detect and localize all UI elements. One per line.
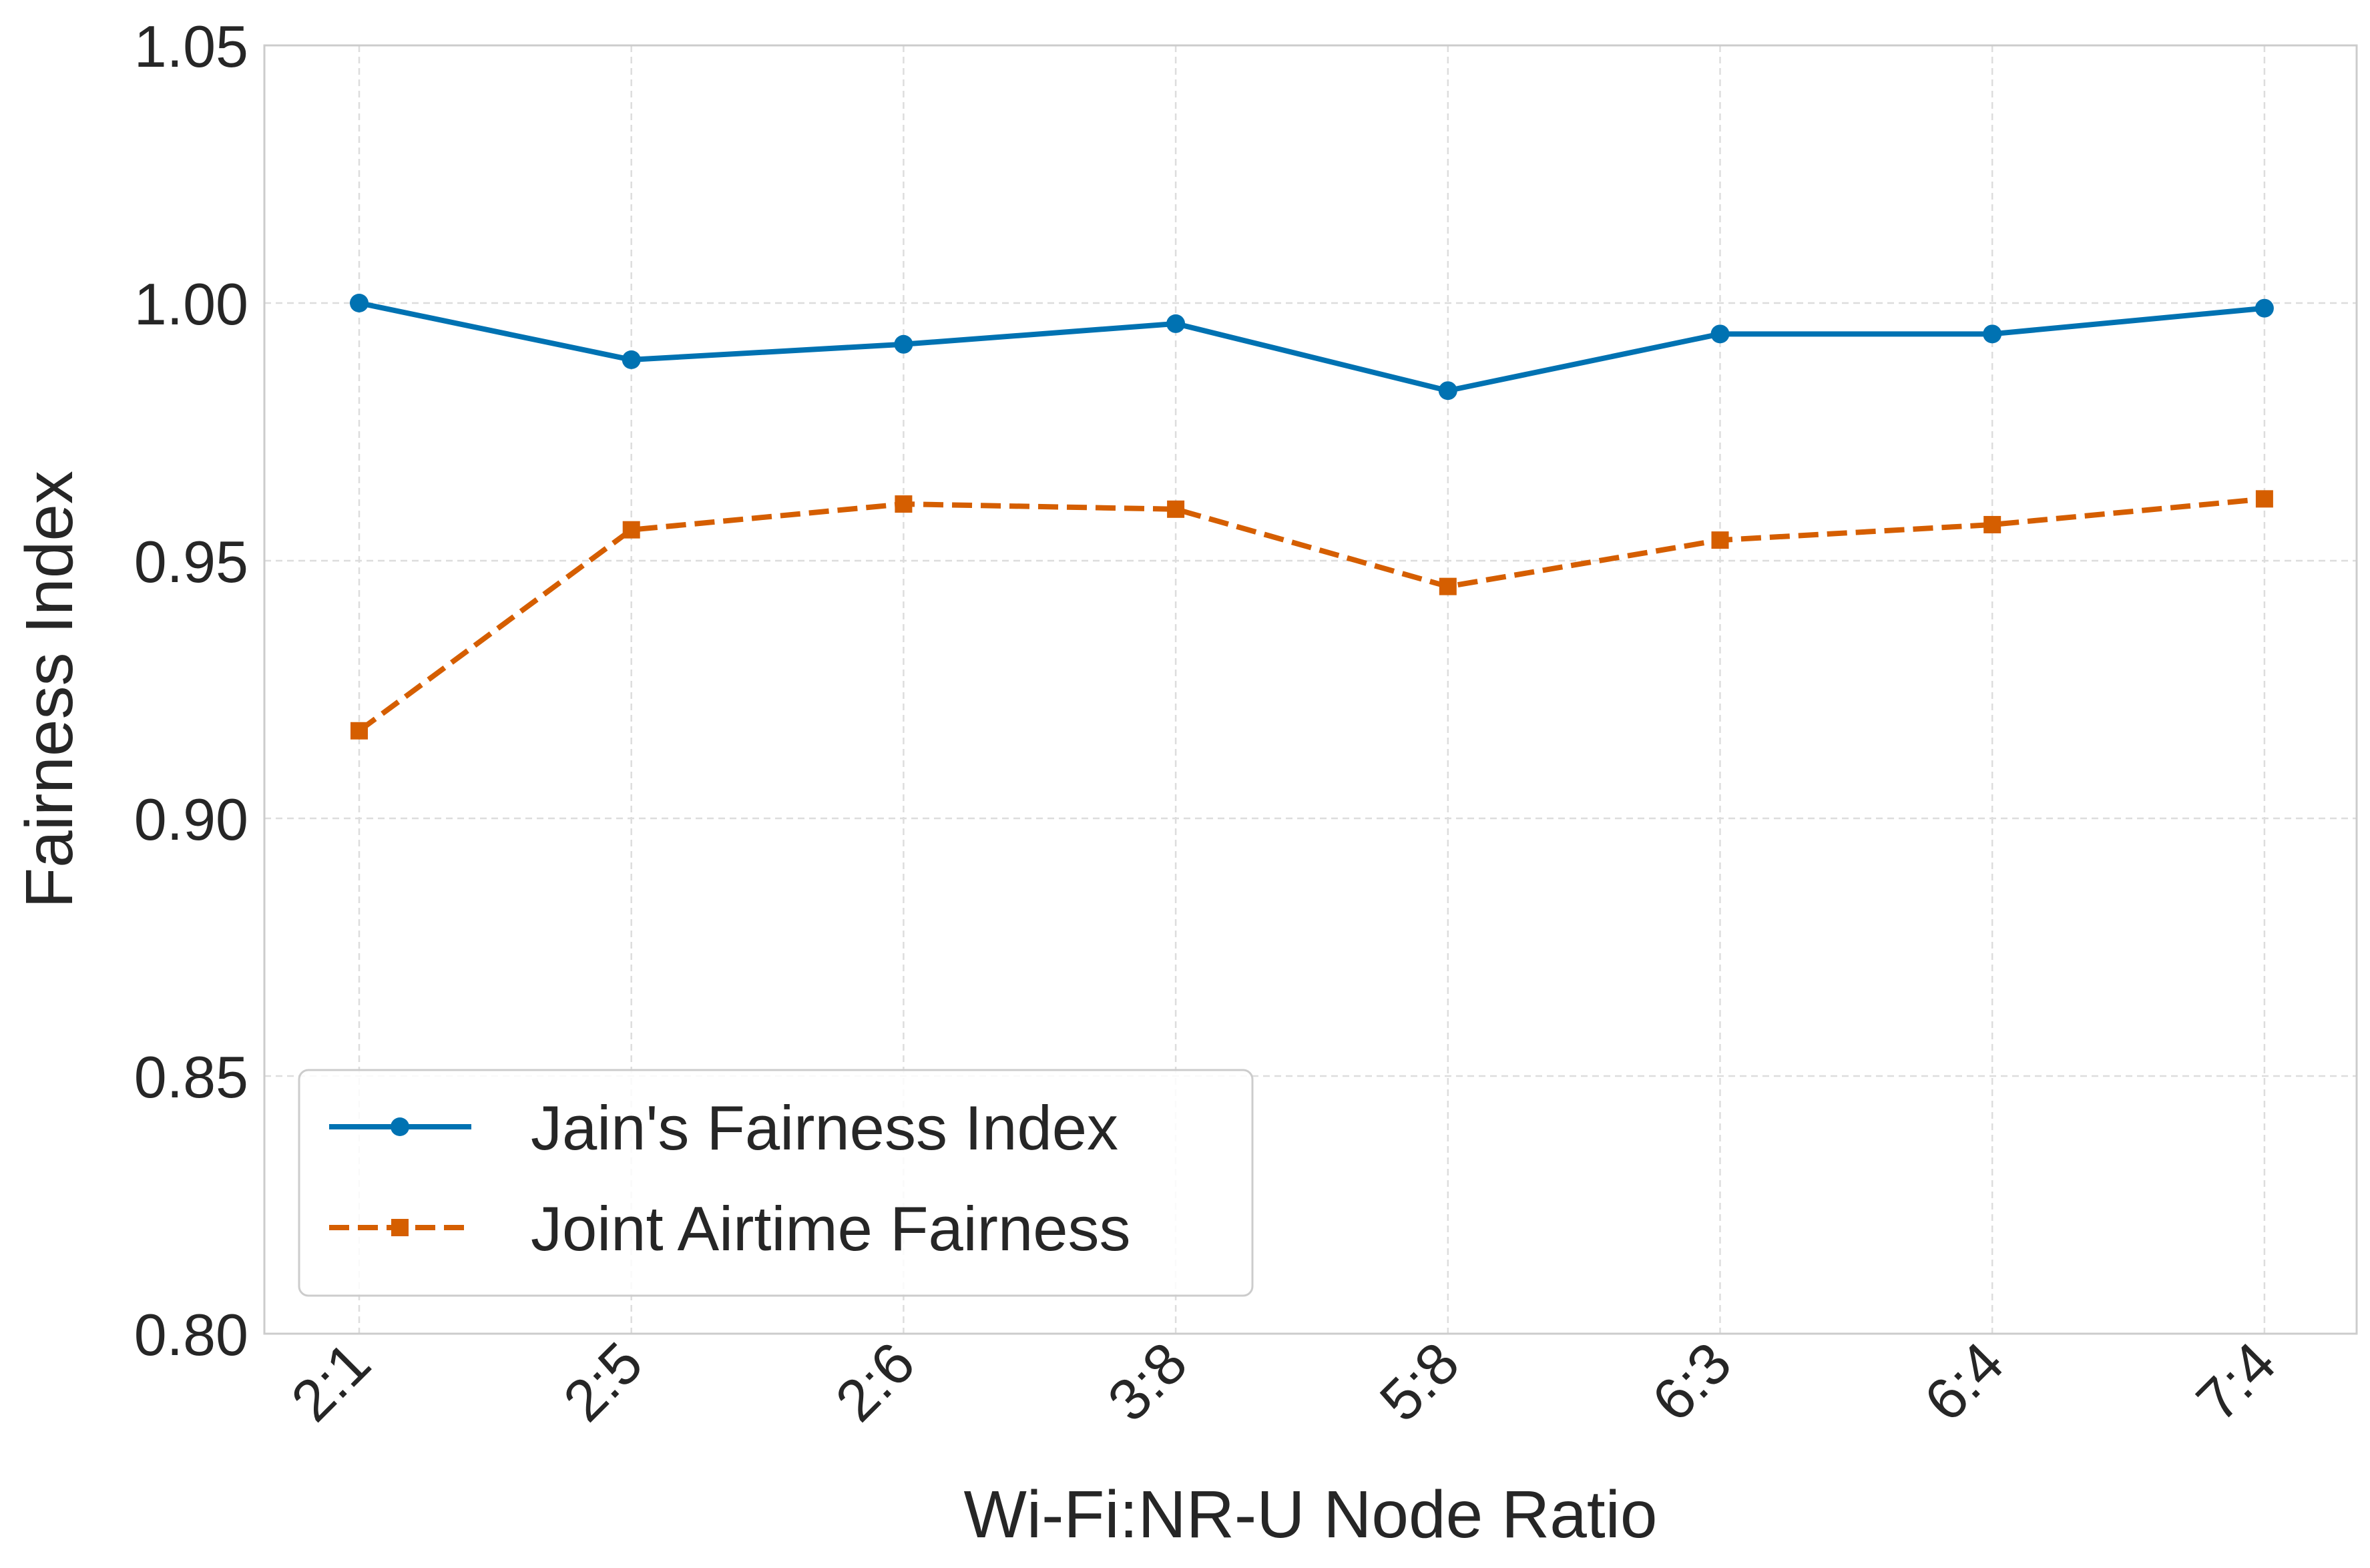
x-tick-label-5-8: 5:8 bbox=[1367, 1329, 1472, 1434]
y-tick-label-0-95: 0.95 bbox=[134, 529, 248, 595]
data-point-jain-s-fairness-index-7-4 bbox=[2255, 298, 2274, 318]
y-tick-label-0-90: 0.90 bbox=[134, 786, 248, 852]
y-tick-label-1-00: 1.00 bbox=[134, 271, 248, 337]
series-layer bbox=[350, 294, 2274, 740]
x-tick-label-3-8: 3:8 bbox=[1095, 1329, 1200, 1434]
data-point-joint-airtime-fairness-2-6 bbox=[895, 495, 913, 513]
data-point-joint-airtime-fairness-2-5 bbox=[622, 521, 640, 539]
data-point-joint-airtime-fairness-3-8 bbox=[1167, 500, 1185, 518]
series-line-joint-airtime-fairness bbox=[357, 496, 2265, 733]
x-tick-label-2-5: 2:5 bbox=[551, 1329, 656, 1434]
data-point-joint-airtime-fairness-5-8 bbox=[1439, 577, 1457, 595]
plot-frame bbox=[263, 44, 2358, 1335]
data-point-jain-s-fairness-index-6-4 bbox=[1983, 324, 2002, 344]
legend-swatch-marker-joint-airtime-fairness bbox=[391, 1219, 409, 1236]
series-joint-airtime-fairness bbox=[350, 490, 2273, 740]
data-point-joint-airtime-fairness-2-1 bbox=[350, 722, 368, 740]
x-axis-label: Wi-Fi:NR-U Node Ratio bbox=[963, 1477, 1657, 1552]
series-line-jain-s-fairness-index bbox=[359, 300, 2265, 394]
data-point-jain-s-fairness-index-2-5 bbox=[622, 350, 641, 369]
data-point-joint-airtime-fairness-6-4 bbox=[1983, 515, 2001, 533]
legend-label-jains-fairness-index: Jain's Fairness Index bbox=[531, 1093, 1118, 1163]
data-point-jain-s-fairness-index-2-1 bbox=[350, 294, 369, 312]
data-point-jain-s-fairness-index-2-6 bbox=[894, 334, 913, 354]
data-point-jain-s-fairness-index-6-3 bbox=[1710, 324, 1730, 344]
data-point-joint-airtime-fairness-6-3 bbox=[1711, 531, 1729, 549]
x-tick-label-6-4: 6:4 bbox=[1911, 1329, 2016, 1434]
y-axis-label: Fairness Index bbox=[12, 471, 87, 908]
y-tick-labels: 0.80 0.85 0.90 0.95 1.00 1.05 bbox=[134, 13, 248, 1368]
x-tick-label-6-3: 6:3 bbox=[1639, 1329, 1744, 1434]
legend-box bbox=[298, 1069, 1254, 1297]
legend: Jain's Fairness Index Joint Airtime Fair… bbox=[298, 1069, 1254, 1297]
legend-swatches bbox=[329, 1117, 471, 1236]
data-point-joint-airtime-fairness-7-4 bbox=[2255, 490, 2273, 508]
y-tick-label-1-05: 1.05 bbox=[134, 13, 248, 79]
y-tick-label-0-85: 0.85 bbox=[134, 1044, 248, 1110]
series-jain-s-fairness-index bbox=[350, 294, 2274, 401]
data-point-jain-s-fairness-index-3-8 bbox=[1166, 314, 1186, 333]
x-tick-label-2-6: 2:6 bbox=[822, 1329, 927, 1434]
legend-swatch-marker-jain-s-fairness-index bbox=[391, 1117, 409, 1136]
x-tick-labels: 2:1 2:5 2:6 3:8 5:8 6:3 6:4 7:4 bbox=[278, 1329, 2288, 1434]
x-tick-label-7-4: 7:4 bbox=[2184, 1329, 2289, 1434]
legend-label-joint-airtime-fairness: Joint Airtime Fairness bbox=[531, 1194, 1131, 1264]
data-point-jain-s-fairness-index-5-8 bbox=[1438, 381, 1457, 401]
x-tick-label-2-1: 2:1 bbox=[278, 1329, 383, 1434]
y-tick-label-0-80: 0.80 bbox=[134, 1302, 248, 1368]
